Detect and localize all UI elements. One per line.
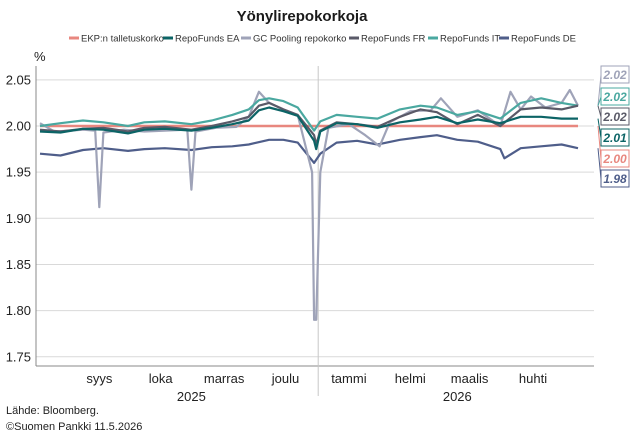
end-label-box	[600, 128, 630, 147]
x-month-label: tammi	[331, 371, 367, 386]
y-tick-label: 1.85	[6, 257, 31, 272]
end-label-value: 2.00	[602, 152, 627, 166]
end-label-box	[600, 149, 630, 168]
legend-entry: RepoFunds EA	[175, 34, 240, 45]
series-group	[39, 88, 579, 321]
legend-entry: RepoFunds FR	[361, 34, 426, 45]
end-label-value: 2.01	[602, 131, 627, 145]
y-tick-label: 1.90	[6, 211, 31, 226]
legend-entry: RepoFunds IT	[440, 34, 500, 45]
y-axis-ticks: 1.75 1.80 1.85 1.90 1.95 2.00 2.05	[6, 72, 31, 364]
y-tick-label: 2.00	[6, 119, 31, 134]
legend-entry: RepoFunds DE	[511, 34, 576, 45]
end-label-value: 1.98	[603, 172, 627, 186]
x-month-label: maalis	[451, 371, 489, 386]
series-line	[39, 101, 579, 146]
legend: EKP:n talletuskorko RepoFunds EA GC Poolin…	[69, 34, 576, 45]
legend-entry: EKP:n talletuskorko	[81, 34, 164, 45]
x-month-label: syys	[86, 371, 113, 386]
series-line	[39, 134, 579, 164]
end-label-value: 2.02	[602, 110, 627, 124]
source-note: Lähde: Bloomberg.	[6, 405, 99, 417]
copyright-note: ©Suomen Pankki 11.5.2026	[6, 421, 143, 433]
end-label-value: 2.02	[602, 68, 627, 82]
x-axis: syys loka marras joulu tammi helmi maalis huhti…	[35, 66, 594, 404]
x-month-label: joulu	[271, 371, 299, 386]
end-label-box	[600, 65, 630, 84]
y-axis-unit-label: %	[34, 49, 46, 64]
x-year-label: 2025	[177, 389, 206, 404]
y-tick-label: 2.05	[6, 72, 31, 87]
end-label-box	[600, 107, 630, 126]
x-month-label: helmi	[395, 371, 426, 386]
chart-title: Yönylirepokorkoja	[237, 8, 369, 25]
legend-entry: GC Pooling repokorko	[253, 34, 346, 45]
end-label-box	[600, 87, 630, 106]
x-year-label: 2026	[443, 389, 472, 404]
series-line	[39, 106, 578, 151]
x-month-label: marras	[204, 371, 245, 386]
x-month-label: huhti	[519, 371, 547, 386]
end-labels: 2.00 2.01 2.02 2.02 2.02 1.98	[597, 65, 630, 188]
x-month-label: loka	[149, 371, 174, 386]
y-tick-label: 1.80	[6, 303, 31, 318]
y-tick-label: 1.75	[6, 349, 31, 364]
series-line	[39, 97, 579, 132]
y-tick-label: 1.95	[6, 165, 31, 180]
end-label-box	[600, 169, 630, 188]
end-label-value: 2.02	[602, 90, 627, 104]
